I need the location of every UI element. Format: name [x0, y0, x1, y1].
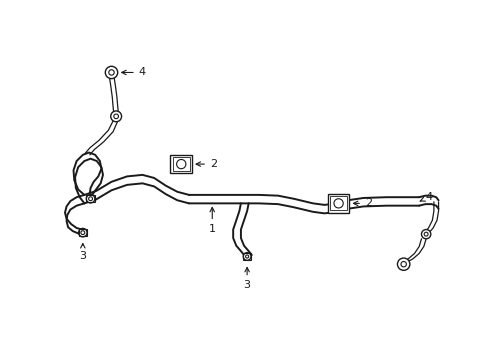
Text: 3: 3	[243, 267, 250, 291]
Text: 3: 3	[79, 244, 86, 261]
Text: 2: 2	[196, 159, 217, 169]
Bar	[172, 157, 189, 171]
Circle shape	[245, 255, 248, 258]
Bar	[243, 253, 250, 260]
Circle shape	[400, 261, 406, 267]
Circle shape	[110, 111, 122, 122]
Circle shape	[333, 199, 343, 208]
Bar	[327, 194, 349, 213]
Circle shape	[424, 232, 427, 236]
Text: 1: 1	[208, 207, 215, 234]
Circle shape	[421, 230, 430, 239]
Circle shape	[114, 114, 118, 119]
Circle shape	[88, 197, 92, 201]
Bar	[329, 197, 346, 210]
Circle shape	[105, 66, 118, 78]
Text: 4: 4	[419, 192, 431, 202]
Bar	[79, 229, 87, 236]
Text: 2: 2	[353, 198, 371, 208]
Bar	[170, 155, 192, 173]
Circle shape	[79, 228, 87, 237]
Bar	[86, 195, 95, 202]
Circle shape	[86, 194, 95, 203]
Circle shape	[176, 159, 185, 169]
Circle shape	[108, 70, 114, 75]
Circle shape	[243, 253, 250, 260]
Text: 4: 4	[122, 67, 145, 77]
Circle shape	[397, 258, 409, 270]
Circle shape	[81, 231, 84, 235]
